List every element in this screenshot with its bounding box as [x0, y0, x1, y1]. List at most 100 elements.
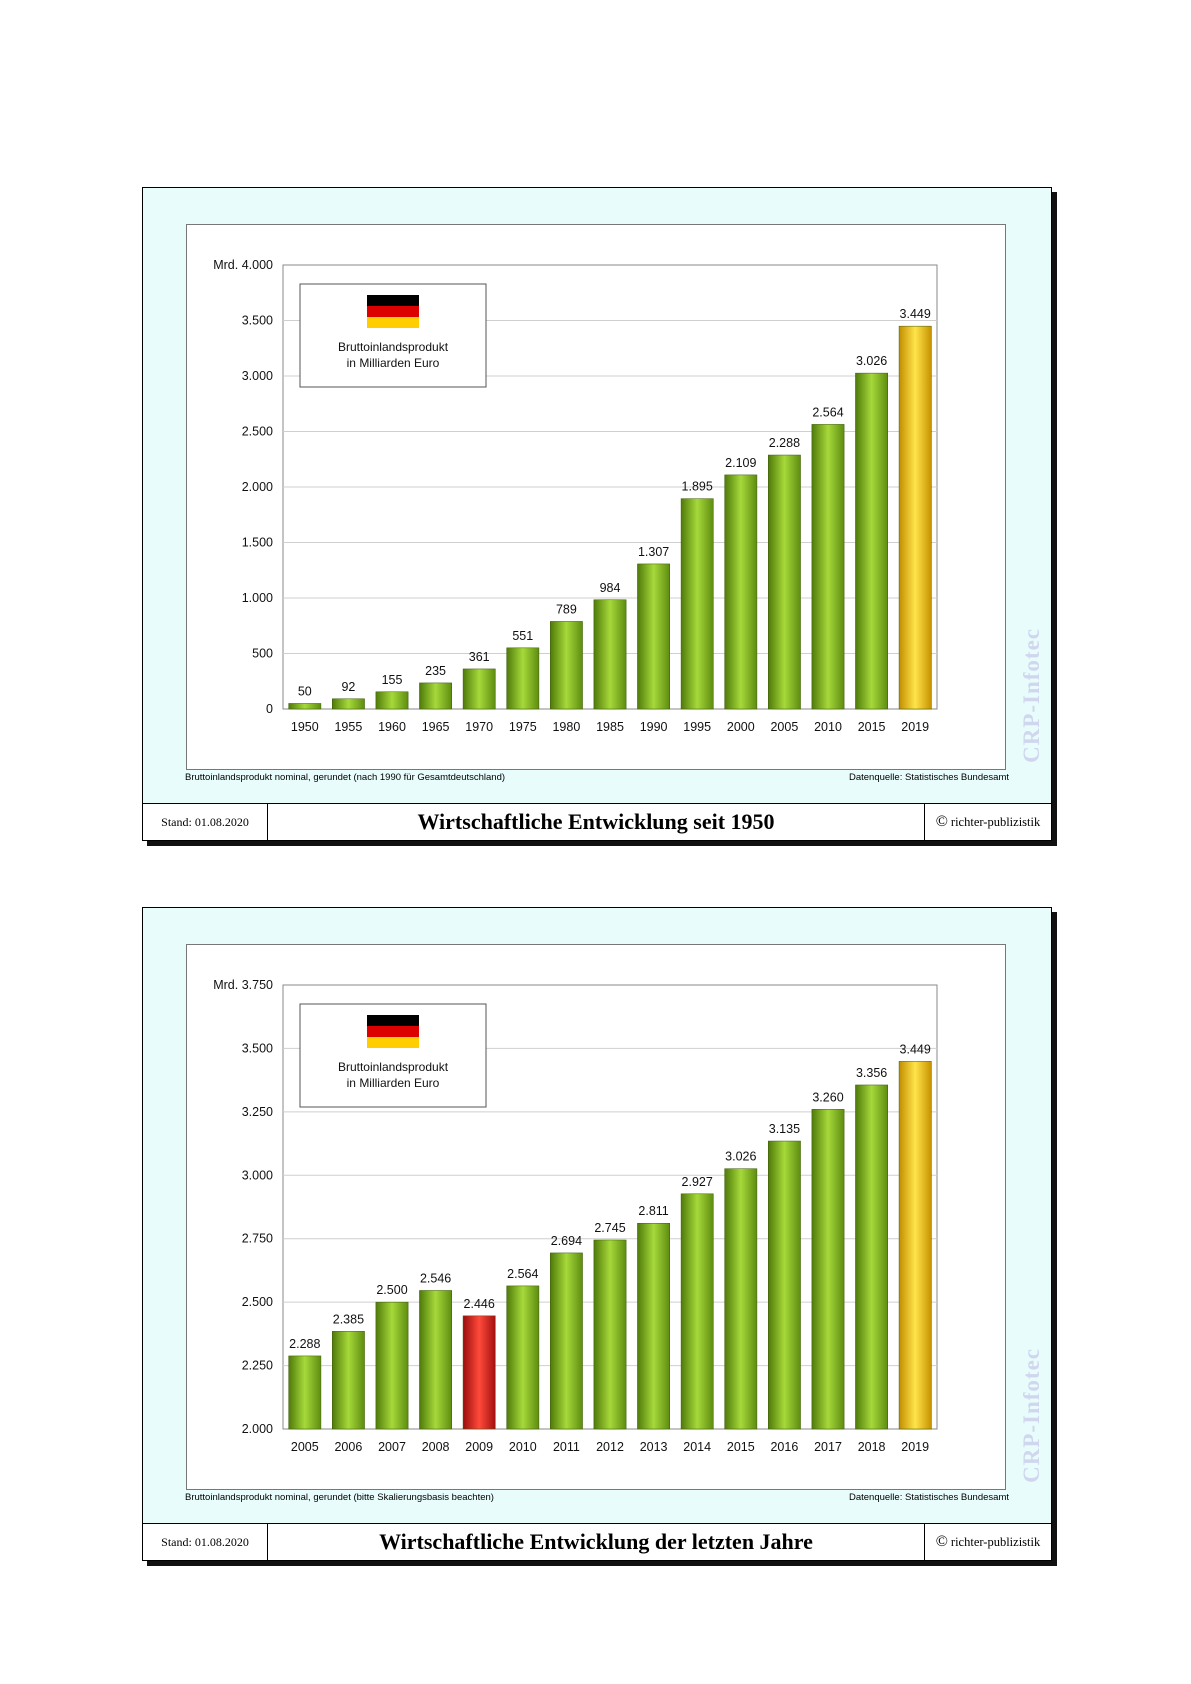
data-label: 2.546 [420, 1271, 451, 1285]
bar-2013 [637, 1222, 670, 1430]
data-label: 155 [382, 673, 403, 687]
bar-2009 [462, 1315, 496, 1430]
y-tick-label: 0 [266, 702, 273, 716]
y-tick-label: 2.750 [242, 1232, 273, 1246]
data-label: 3.356 [856, 1066, 887, 1080]
data-source: Datenquelle: Statistisches Bundesamt [848, 1492, 1009, 1503]
y-tick-label: 2.000 [242, 480, 273, 494]
bar-1985 [593, 599, 627, 710]
bar-2019 [898, 1061, 932, 1430]
bar-2019 [898, 325, 932, 710]
legend-text: Bruttoinlandsprodukt [338, 1060, 449, 1074]
bar-2005 [288, 1355, 322, 1430]
y-tick-label: Mrd. 4.000 [213, 258, 273, 272]
data-label: 2.927 [682, 1175, 713, 1189]
data-label: 92 [341, 680, 355, 694]
bar-2010 [506, 1285, 540, 1430]
x-tick-label: 2016 [770, 1440, 798, 1454]
legend: Bruttoinlandsprodukt in Milliarden Euro [299, 283, 487, 388]
date-stamp: Stand: 01.08.2020 [143, 1524, 268, 1560]
data-label: 3.260 [812, 1090, 843, 1104]
x-tick-label: 2015 [727, 1440, 755, 1454]
data-label: 3.026 [725, 1150, 756, 1164]
data-label: 1.895 [682, 480, 713, 494]
german-flag-icon [367, 295, 419, 328]
x-tick-label: 2008 [422, 1440, 450, 1454]
data-label: 2.446 [464, 1297, 495, 1311]
y-tick-label: 2.000 [242, 1422, 273, 1436]
x-tick-label: 1965 [422, 720, 450, 734]
chart-title: Wirtschaftliche Entwicklung der letzten … [379, 1529, 813, 1554]
x-tick-label: 2013 [640, 1440, 668, 1454]
watermark: CRP-Infotec [1019, 628, 1044, 763]
x-tick-label: 1990 [640, 720, 668, 734]
x-tick-label: 2017 [814, 1440, 842, 1454]
x-tick-label: 1960 [378, 720, 406, 734]
chart-title: Wirtschaftliche Entwicklung seit 1950 [417, 809, 775, 834]
y-tick-label: 1.000 [242, 591, 273, 605]
data-label: 50 [298, 684, 312, 698]
bar-2007 [375, 1301, 409, 1430]
x-tick-label: 2005 [770, 720, 798, 734]
chart-panel: 0 500 1.000 1.500 2.000 2.500 3.000 3.500 Mrd. 4… [186, 224, 1006, 770]
x-tick-label: 2019 [901, 1440, 929, 1454]
watermark: CRP-Infotec [1019, 1348, 1044, 1483]
x-tick-label: 2006 [334, 1440, 362, 1454]
bar-2006 [332, 1331, 365, 1430]
x-tick-label: 1980 [552, 720, 580, 734]
x-tick-label: 2015 [858, 720, 886, 734]
y-tick-label: 2.250 [242, 1359, 273, 1373]
data-label: 3.449 [900, 307, 931, 321]
german-flag-icon [367, 1015, 419, 1048]
chart-panel: 2.000 2.250 2.500 2.750 3.000 3.250 3.500 Mrd. … [186, 944, 1006, 1490]
bar-1980 [550, 621, 583, 710]
x-tick-label: 1995 [683, 720, 711, 734]
bar-2016 [768, 1140, 801, 1430]
bar-2014 [680, 1193, 714, 1430]
data-label: 3.449 [900, 1042, 931, 1056]
legend-text: in Milliarden Euro [347, 1076, 440, 1090]
bar-2010 [811, 424, 845, 710]
data-label: 984 [600, 581, 621, 595]
data-label: 1.307 [638, 545, 669, 559]
x-tick-label: 2010 [814, 720, 842, 734]
x-tick-label: 1955 [334, 720, 362, 734]
bar-1960 [375, 691, 409, 710]
y-tick-label: 500 [252, 647, 273, 661]
legend-text: Bruttoinlandsprodukt [338, 340, 449, 354]
x-tick-label: 1970 [465, 720, 493, 734]
data-label: 2.109 [725, 456, 756, 470]
copyright-text: richter-publizistik [950, 814, 1041, 829]
copyright-icon: © [935, 1533, 948, 1550]
data-label: 2.288 [769, 436, 800, 450]
x-tick-label: 2012 [596, 1440, 624, 1454]
y-tick-label: 2.500 [242, 1295, 273, 1309]
y-tick-label: 3.000 [242, 369, 273, 383]
bar-2018 [855, 1084, 888, 1430]
bar-2015 [855, 372, 888, 710]
y-tick-label: 1.500 [242, 536, 273, 550]
data-label: 2.564 [812, 405, 843, 419]
data-label: 3.026 [856, 354, 887, 368]
data-source: Datenquelle: Statistisches Bundesamt [848, 772, 1009, 783]
data-label: 3.135 [769, 1122, 800, 1136]
data-label: 551 [512, 629, 533, 643]
chart-note: Bruttoinlandsprodukt nominal, gerundet (… [185, 1492, 494, 1503]
data-label: 235 [425, 664, 446, 678]
bar-chart-recent-years: 2.000 2.250 2.500 2.750 3.000 3.250 3.500 Mrd. … [213, 978, 938, 1454]
data-label: 2.288 [289, 1337, 320, 1351]
data-label: 2.694 [551, 1234, 582, 1248]
y-tick-label: 3.500 [242, 1041, 273, 1055]
x-tick-label: 2000 [727, 720, 755, 734]
bar-1970 [462, 668, 496, 710]
bar-2011 [550, 1252, 583, 1430]
copyright: © richter-publizistik [924, 1524, 1051, 1560]
data-label: 2.564 [507, 1267, 538, 1281]
data-label: 2.500 [376, 1283, 407, 1297]
bar-1975 [506, 647, 540, 710]
x-tick-label: 2005 [291, 1440, 319, 1454]
copyright-icon: © [935, 813, 948, 830]
x-tick-label: 2007 [378, 1440, 406, 1454]
y-tick-label: Mrd. 3.750 [213, 978, 273, 992]
data-label: 789 [556, 602, 577, 616]
